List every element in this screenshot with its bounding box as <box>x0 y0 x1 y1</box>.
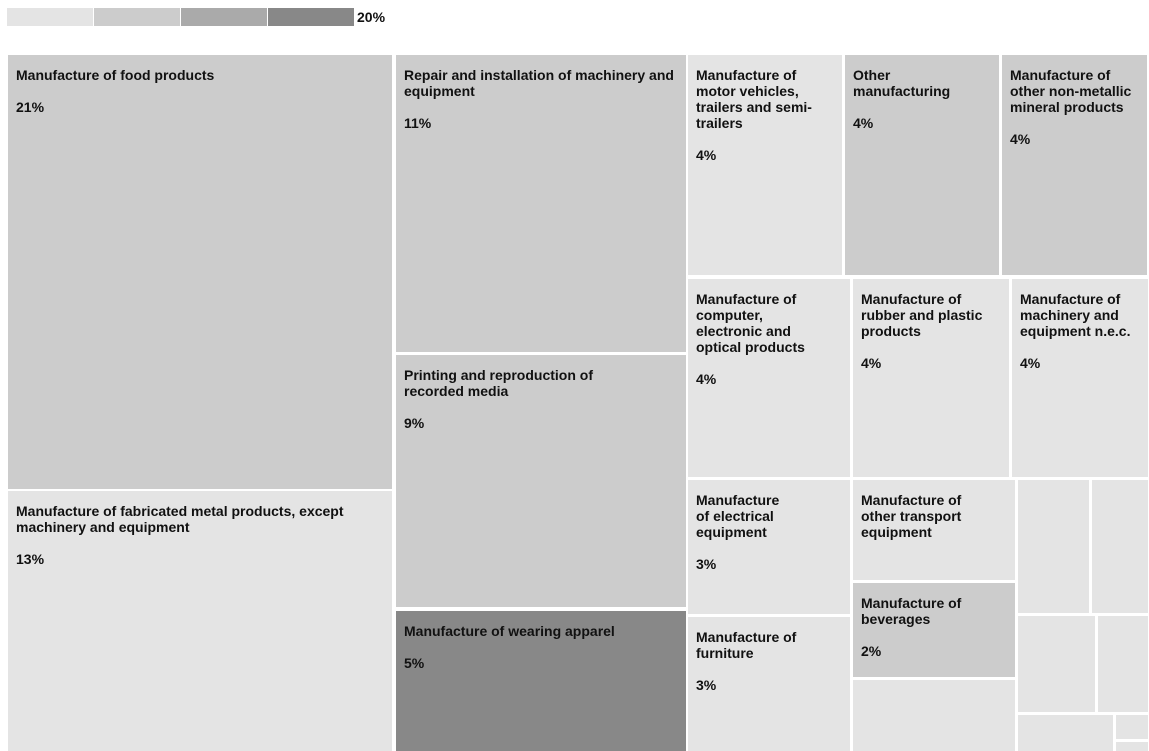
tile-name: Manufacture of furniture <box>696 629 797 661</box>
legend-max-label: 20% <box>357 9 386 25</box>
tile-value-label: 3% <box>696 556 717 572</box>
tile-value-label: 4% <box>1010 131 1031 147</box>
tile-name: Manufacture of other non-metallic minera… <box>1010 67 1132 115</box>
tile-value-label: 13% <box>16 551 45 567</box>
tile-value-label: 21% <box>16 99 45 115</box>
tile-name: Manufacture of other transport equipment <box>861 492 962 540</box>
tile-label-group: Manufacture of food products 21% <box>16 67 376 115</box>
treemap-tile <box>1098 616 1148 712</box>
tile-value-label: 9% <box>404 415 425 431</box>
tile-name: Manufacture of fabricated metal products… <box>16 503 344 535</box>
tile-name: Other manufacturing <box>853 67 951 99</box>
tile-label-group: Printing and reproduction of recorded me… <box>404 367 634 431</box>
treemap-tile: Manufacture of electrical equipment 3% <box>688 480 850 614</box>
treemap-tile: Manufacture of computer, electronic and … <box>688 279 850 477</box>
tile-value-label: 2% <box>861 643 882 659</box>
treemap-tile <box>1092 480 1148 613</box>
tile-value-label: 4% <box>1020 355 1041 371</box>
tile-label-group: Manufacture of machinery and equipment n… <box>1020 291 1145 371</box>
treemap-tile: Manufacture of motor vehicles, trailers … <box>688 55 842 275</box>
tile-label-group: Manufacture of motor vehicles, trailers … <box>696 67 821 163</box>
treemap-tile: Manufacture of food products 21% <box>8 55 392 489</box>
legend-swatch <box>94 8 180 26</box>
treemap-tile <box>1018 616 1095 712</box>
tile-name: Manufacture of wearing apparel <box>404 623 615 639</box>
tile-label-group: Manufacture of other transport equipment <box>861 492 986 540</box>
tile-name: Manufacture of motor vehicles, trailers … <box>696 67 812 131</box>
tile-label-group: Other manufacturing 4% <box>853 67 973 131</box>
tile-label-group: Manufacture of other non-metallic minera… <box>1010 67 1140 147</box>
treemap-tile <box>1018 480 1089 613</box>
tile-value-label: 4% <box>853 115 874 131</box>
treemap-tile: Other manufacturing 4% <box>845 55 999 275</box>
tile-name: Manufacture of rubber and plastic produc… <box>861 291 983 339</box>
color-legend: 20% <box>7 8 407 26</box>
tile-name: Manufacture of computer, electronic and … <box>696 291 805 355</box>
treemap-tile: Repair and installation of machinery and… <box>396 55 686 352</box>
treemap-tile: Manufacture of other transport equipment <box>853 480 1015 580</box>
treemap-tile <box>853 680 1015 751</box>
tile-label-group: Repair and installation of machinery and… <box>404 67 679 131</box>
tile-label-group: Manufacture of furniture 3% <box>696 629 806 693</box>
tile-value-label: 4% <box>696 371 717 387</box>
treemap-tile <box>1116 715 1148 739</box>
tile-value-label: 5% <box>404 655 425 671</box>
tile-value-label: 4% <box>861 355 882 371</box>
tile-value-label: 11% <box>404 115 432 131</box>
tile-name: Manufacture of machinery and equipment n… <box>1020 291 1131 339</box>
treemap-tile: Manufacture of other non-metallic minera… <box>1002 55 1147 275</box>
treemap-tile <box>1018 715 1113 751</box>
treemap-tile: Manufacture of machinery and equipment n… <box>1012 279 1148 477</box>
treemap-tile: Manufacture of fabricated metal products… <box>8 491 392 751</box>
tile-label-group: Manufacture of wearing apparel 5% <box>404 623 674 671</box>
tile-label-group: Manufacture of fabricated metal products… <box>16 503 346 567</box>
tile-name: Manufacture of beverages <box>861 595 962 627</box>
legend-swatch <box>7 8 93 26</box>
legend-swatch <box>268 8 354 26</box>
tile-value-label: 3% <box>696 677 717 693</box>
tile-value-label: 4% <box>696 147 717 163</box>
treemap-tile: Manufacture of beverages 2% <box>853 583 1015 677</box>
tile-name: Manufacture of electrical equipment <box>696 492 780 540</box>
treemap-tile: Manufacture of wearing apparel 5% <box>396 611 686 751</box>
tile-name: Printing and reproduction of recorded me… <box>404 367 593 399</box>
tile-label-group: Manufacture of beverages 2% <box>861 595 986 659</box>
tile-name: Repair and installation of machinery and… <box>404 67 674 99</box>
tile-name: Manufacture of food products <box>16 67 215 83</box>
tile-label-group: Manufacture of rubber and plastic produc… <box>861 291 986 371</box>
tile-label-group: Manufacture of computer, electronic and … <box>696 291 821 387</box>
tile-label-group: Manufacture of electrical equipment 3% <box>696 492 796 572</box>
treemap-tile: Printing and reproduction of recorded me… <box>396 355 686 607</box>
treemap-tile <box>1116 742 1148 751</box>
treemap-tile: Manufacture of furniture 3% <box>688 617 850 751</box>
treemap-tile: Manufacture of rubber and plastic produc… <box>853 279 1009 477</box>
legend-swatch <box>181 8 267 26</box>
